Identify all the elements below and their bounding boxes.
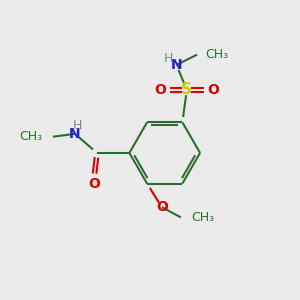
Text: CH₃: CH₃ [20,130,43,143]
Text: N: N [171,58,182,72]
Text: H: H [73,119,83,132]
Text: O: O [88,177,100,191]
Text: N: N [69,127,81,141]
Text: O: O [156,200,168,214]
Text: H: H [164,52,173,65]
Text: CH₃: CH₃ [206,48,229,61]
Text: O: O [154,83,166,97]
Text: CH₃: CH₃ [191,211,214,224]
Text: O: O [207,83,219,97]
Text: S: S [181,82,192,98]
